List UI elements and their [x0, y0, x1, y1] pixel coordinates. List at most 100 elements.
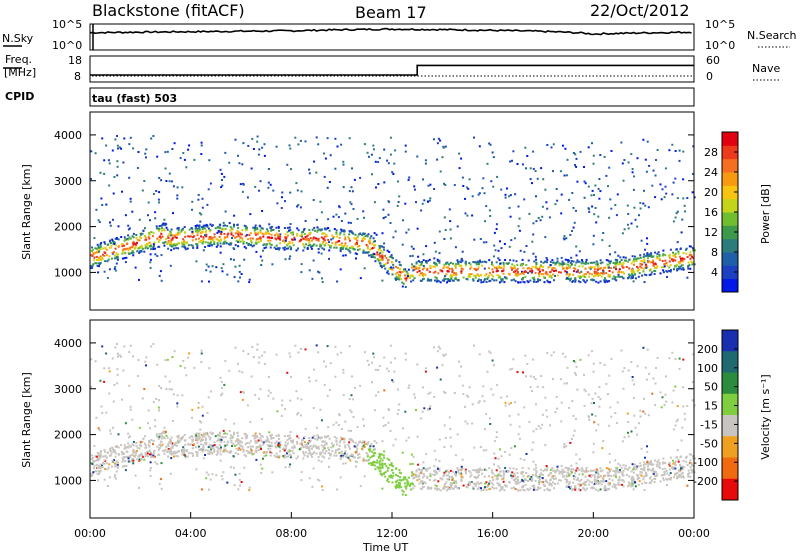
power-cell: [682, 197, 684, 199]
velocity-cell: [641, 483, 643, 485]
velocity-cell: [675, 461, 677, 463]
power-cell: [571, 230, 573, 232]
velocity-cell: [574, 372, 576, 374]
velocity-cell: [524, 484, 526, 486]
velocity-cell: [677, 405, 679, 407]
power-cell: [557, 275, 559, 277]
velocity-cell: [138, 359, 140, 361]
power-cell: [167, 151, 169, 153]
velocity-cell: [286, 372, 288, 374]
velocity-cell: [241, 371, 243, 373]
velocity-cell: [461, 466, 463, 468]
velocity-cell: [289, 435, 291, 437]
power-cell: [498, 250, 500, 252]
power-cell: [354, 237, 356, 239]
velocity-cell: [111, 452, 113, 454]
power-cell: [380, 263, 382, 265]
colorbar-tick-label: 16: [704, 206, 718, 219]
power-cell: [373, 244, 375, 246]
power-ylabel: Slant Range [km]: [20, 164, 33, 260]
velocity-cell: [349, 398, 351, 400]
power-cell: [239, 233, 241, 235]
velocity-cell: [374, 409, 376, 411]
power-cell: [578, 275, 580, 277]
velocity-cell: [99, 380, 101, 382]
velocity-cell: [577, 469, 579, 471]
power-cell: [382, 209, 384, 211]
velocity-cell: [166, 435, 168, 437]
velocity-cell: [473, 345, 475, 347]
power-cell: [686, 197, 688, 199]
velocity-cell: [91, 463, 93, 465]
velocity-cell: [597, 477, 599, 479]
velocity-cell: [454, 392, 456, 394]
velocity-cell: [457, 487, 459, 489]
power-cell: [593, 194, 595, 196]
power-cell: [386, 160, 388, 162]
power-cell: [609, 198, 611, 200]
velocity-cell: [233, 432, 235, 434]
power-cell: [284, 200, 286, 202]
velocity-cell: [388, 422, 390, 424]
velocity-cell: [610, 468, 612, 470]
velocity-cell: [330, 362, 332, 364]
velocity-cell: [437, 468, 439, 470]
power-cell: [271, 226, 273, 228]
velocity-cell: [628, 369, 630, 371]
velocity-cell: [99, 466, 101, 468]
power-cell: [364, 143, 366, 145]
power-cell: [654, 273, 656, 275]
velocity-cell: [574, 485, 576, 487]
velocity-cell: [390, 362, 392, 364]
power-cell: [340, 249, 342, 251]
velocity-cell: [187, 357, 189, 359]
velocity-cell: [202, 415, 204, 417]
velocity-cell: [382, 417, 384, 419]
power-cell: [289, 227, 291, 229]
velocity-cell: [604, 475, 606, 477]
velocity-cell: [462, 393, 464, 395]
power-cell: [496, 176, 498, 178]
power-cell: [483, 241, 485, 243]
power-cell: [597, 269, 599, 271]
power-cell: [374, 257, 376, 259]
velocity-cell: [581, 467, 583, 469]
velocity-cell: [378, 468, 380, 470]
velocity-cell: [597, 490, 599, 492]
power-cell: [188, 244, 190, 246]
power-cell: [427, 260, 429, 262]
power-cell: [404, 203, 406, 205]
power-cell: [289, 192, 291, 194]
velocity-cell: [605, 383, 607, 385]
power-cell: [112, 219, 114, 221]
power-cell: [511, 160, 513, 162]
power-cell: [445, 229, 447, 231]
power-cell: [313, 227, 315, 229]
velocity-cell: [617, 484, 619, 486]
power-cell: [613, 262, 615, 264]
power-cell: [335, 241, 337, 243]
velocity-cell: [374, 465, 376, 467]
colorbar-swatch: [722, 239, 738, 253]
velocity-cell: [573, 469, 575, 471]
velocity-cell: [555, 478, 557, 480]
velocity-cell: [550, 472, 552, 474]
velocity-cell: [341, 428, 343, 430]
velocity-cell: [204, 435, 206, 437]
colorbar-tick-label: 12: [704, 226, 718, 239]
velocity-cell: [328, 457, 330, 459]
power-cell: [163, 219, 165, 221]
velocity-cell: [347, 457, 349, 459]
velocity-cell: [130, 345, 132, 347]
velocity-cell: [114, 463, 116, 465]
power-cell: [286, 164, 288, 166]
velocity-cell: [668, 462, 670, 464]
velocity-cell: [458, 361, 460, 363]
power-cell: [223, 222, 225, 224]
velocity-cell: [156, 463, 158, 465]
velocity-cell: [169, 388, 171, 390]
power-cell: [622, 162, 624, 164]
power-cell: [571, 192, 573, 194]
power-cell: [529, 270, 531, 272]
power-cell: [184, 236, 186, 238]
